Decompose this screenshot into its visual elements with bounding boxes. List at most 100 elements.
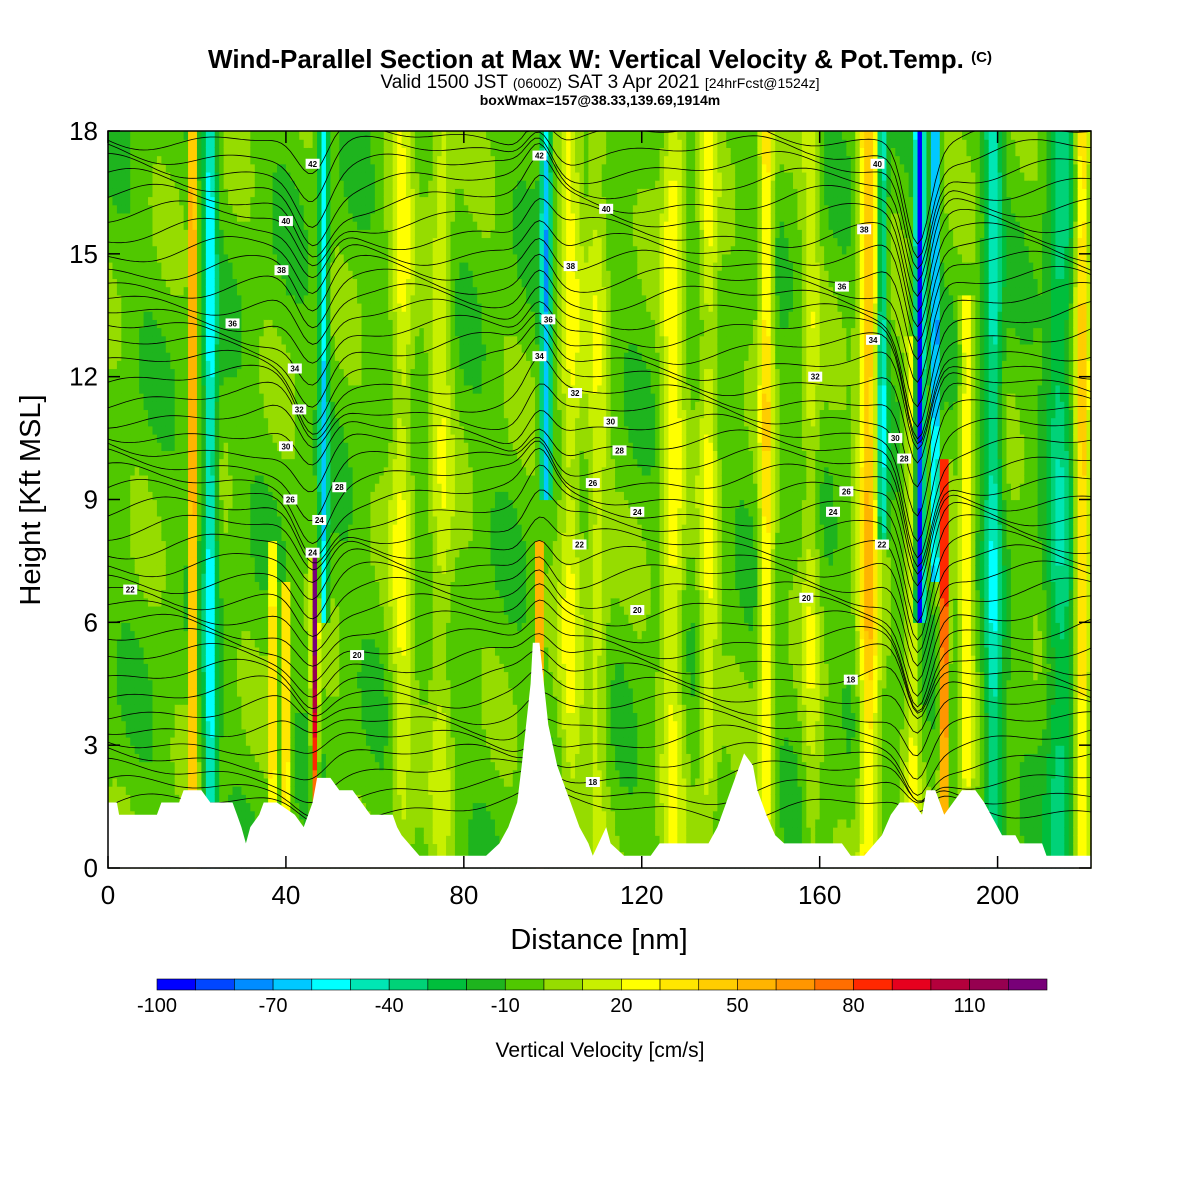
velocity-cell: [152, 131, 158, 140]
velocity-cell: [241, 704, 247, 714]
velocity-cell: [161, 483, 167, 492]
velocity-cell: [348, 221, 354, 230]
velocity-cell: [241, 696, 247, 705]
velocity-cell: [254, 565, 260, 574]
velocity-cell: [299, 483, 305, 492]
velocity-cell: [303, 204, 309, 214]
velocity-cell: [263, 221, 269, 230]
velocity-cell: [343, 155, 349, 165]
velocity-cell: [308, 319, 314, 329]
velocity-cell: [348, 728, 354, 738]
velocity-cell: [179, 384, 185, 394]
velocity-cell: [339, 687, 345, 697]
velocity-cell: [174, 352, 180, 361]
velocity-cell: [188, 450, 194, 460]
velocity-cell: [308, 294, 314, 304]
velocity-cell: [130, 483, 136, 492]
velocity-cell: [188, 655, 194, 664]
velocity-cell: [334, 671, 340, 681]
velocity-cell: [259, 581, 265, 591]
velocity-cell: [143, 769, 149, 779]
velocity-cell: [250, 425, 256, 435]
velocity-cell: [254, 573, 260, 582]
velocity-cell: [134, 409, 140, 419]
velocity-cell: [152, 458, 158, 468]
velocity-cell: [268, 753, 274, 763]
velocity-cell: [317, 147, 323, 157]
velocity-cell: [321, 196, 327, 206]
velocity-cell: [134, 433, 140, 443]
velocity-cell: [196, 352, 203, 361]
velocity-cell: [254, 605, 260, 615]
velocity-cell: [241, 409, 247, 419]
velocity-cell: [317, 565, 323, 574]
velocity-cell: [192, 294, 198, 304]
velocity-cell: [219, 745, 225, 754]
velocity-cell: [174, 180, 180, 189]
velocity-cell: [112, 687, 118, 697]
velocity-cell: [139, 139, 145, 148]
velocity-cell: [317, 720, 323, 730]
velocity-cell: [214, 565, 220, 574]
velocity-cell: [259, 524, 265, 533]
velocity-cell: [130, 736, 136, 746]
velocity-cell: [277, 425, 283, 435]
velocity-cell: [130, 565, 136, 574]
velocity-cell: [263, 622, 269, 632]
velocity-cell: [134, 229, 140, 239]
velocity-cell: [139, 196, 145, 206]
velocity-cell: [108, 532, 114, 542]
velocity-cell: [259, 147, 265, 157]
velocity-cell: [268, 532, 274, 542]
velocity-cell: [174, 384, 180, 394]
velocity-cell: [188, 229, 194, 239]
velocity-cell: [294, 507, 300, 517]
velocity-cell: [201, 507, 207, 517]
velocity-cell: [312, 384, 318, 394]
velocity-cell: [192, 155, 198, 165]
velocity-cell: [250, 474, 256, 484]
velocity-cell: [308, 139, 314, 148]
velocity-cell: [232, 777, 238, 787]
velocity-cell: [245, 605, 251, 615]
velocity-cell: [334, 507, 340, 517]
velocity-cell: [299, 491, 305, 501]
velocity-cell: [139, 286, 145, 296]
velocity-cell: [254, 278, 260, 288]
velocity-cell: [312, 466, 318, 476]
velocity-cell: [183, 745, 189, 754]
velocity-cell: [232, 736, 238, 746]
velocity-cell: [205, 417, 211, 427]
velocity-cell: [272, 646, 278, 656]
velocity-cell: [339, 581, 345, 591]
velocity-cell: [263, 417, 269, 427]
velocity-cell: [192, 171, 198, 181]
velocity-cell: [192, 761, 198, 771]
velocity-cell: [170, 597, 176, 607]
velocity-cell: [205, 442, 211, 451]
velocity-cell: [325, 581, 331, 591]
velocity-cell: [121, 131, 127, 140]
velocity-cell: [210, 736, 216, 746]
velocity-cell: [299, 720, 305, 730]
velocity-cell: [219, 270, 225, 279]
velocity-cell: [259, 696, 265, 705]
velocity-cell: [348, 630, 354, 640]
velocity-cell: [272, 327, 278, 337]
velocity-cell: [232, 753, 238, 763]
velocity-cell: [272, 786, 278, 795]
velocity-cell: [281, 614, 287, 623]
velocity-cell: [192, 286, 198, 296]
velocity-cell: [165, 335, 171, 345]
velocity-cell: [312, 524, 318, 533]
velocity-cell: [254, 433, 260, 443]
velocity-cell: [299, 556, 305, 566]
velocity-cell: [130, 655, 136, 664]
velocity-cell: [236, 524, 243, 533]
velocity-cell: [317, 417, 323, 427]
velocity-cell: [143, 442, 149, 451]
velocity-cell: [317, 343, 323, 353]
velocity-cell: [192, 556, 198, 566]
velocity-cell: [325, 679, 331, 689]
velocity-cell: [254, 638, 260, 648]
